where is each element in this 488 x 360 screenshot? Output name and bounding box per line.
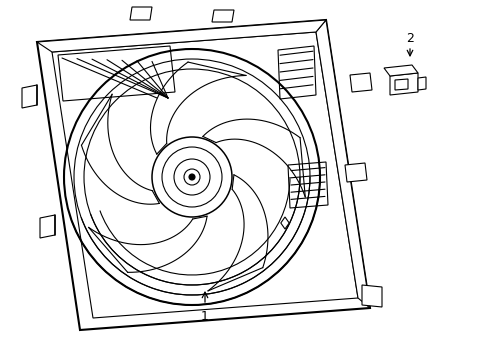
Polygon shape: [345, 163, 366, 182]
Polygon shape: [52, 32, 357, 318]
Polygon shape: [349, 73, 371, 92]
Polygon shape: [287, 162, 327, 208]
Polygon shape: [417, 77, 425, 90]
Polygon shape: [389, 73, 417, 95]
Polygon shape: [361, 285, 381, 307]
Circle shape: [189, 174, 195, 180]
Polygon shape: [37, 20, 325, 52]
Polygon shape: [394, 79, 407, 90]
Text: 1: 1: [201, 310, 208, 323]
Polygon shape: [22, 85, 37, 108]
Polygon shape: [40, 215, 55, 238]
Polygon shape: [58, 46, 175, 101]
Polygon shape: [278, 46, 315, 99]
Polygon shape: [130, 7, 152, 20]
Polygon shape: [37, 20, 369, 330]
Polygon shape: [315, 20, 369, 308]
Text: 2: 2: [405, 32, 413, 45]
Polygon shape: [280, 217, 288, 229]
Polygon shape: [212, 10, 234, 22]
Polygon shape: [383, 65, 417, 76]
